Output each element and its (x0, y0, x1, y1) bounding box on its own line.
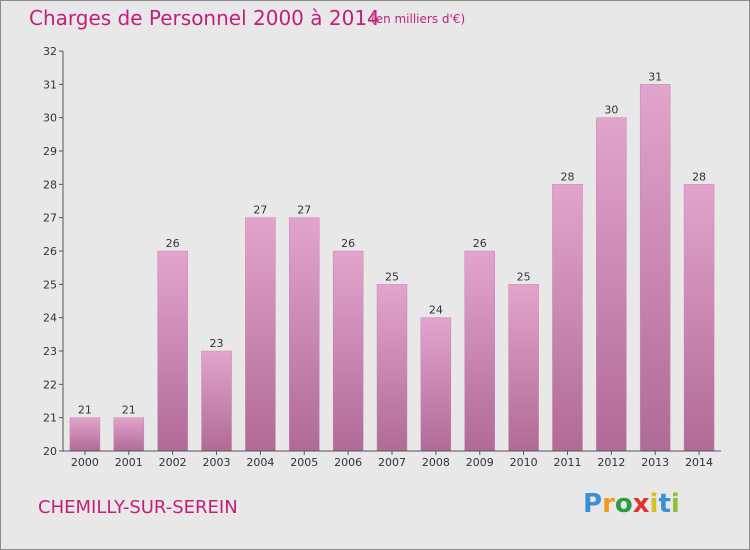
data-label: 25 (517, 270, 531, 283)
bar-2000 (69, 417, 101, 452)
x-tick-label: 2001 (115, 456, 143, 469)
y-tick-label: 30 (43, 112, 57, 125)
data-label: 24 (429, 304, 443, 317)
y-tick-label: 24 (43, 312, 57, 325)
x-tick-label: 2003 (203, 456, 231, 469)
logo-letter: t (658, 489, 671, 519)
x-tick-label: 2011 (553, 456, 581, 469)
data-label: 27 (253, 204, 267, 217)
bar-2002 (157, 250, 188, 452)
logo-letter: x (632, 489, 650, 519)
bar-2012 (596, 117, 627, 452)
data-label: 28 (560, 170, 574, 183)
x-tick-label: 2012 (597, 456, 625, 469)
y-tick-label: 32 (43, 45, 57, 58)
logo-letter: i (649, 489, 659, 519)
data-label: 31 (648, 70, 662, 83)
x-tick-label: 2010 (510, 456, 538, 469)
x-tick-label: 2004 (246, 456, 274, 469)
data-label: 21 (78, 404, 92, 417)
y-tick-label: 22 (43, 378, 57, 391)
y-tick-label: 28 (43, 178, 57, 191)
y-tick-label: 27 (43, 212, 57, 225)
data-label: 28 (692, 170, 706, 183)
data-label: 27 (297, 204, 311, 217)
x-tick-label: 2002 (159, 456, 187, 469)
x-tick-label: 2014 (685, 456, 713, 469)
data-label: 26 (473, 237, 487, 250)
data-label: 25 (385, 270, 399, 283)
data-label: 30 (604, 104, 618, 117)
x-tick-label: 2007 (378, 456, 406, 469)
bar-2014 (683, 184, 715, 452)
bar-2007 (376, 284, 408, 452)
x-tick-label: 2005 (290, 456, 318, 469)
data-label: 26 (166, 237, 180, 250)
y-tick-label: 25 (43, 278, 57, 291)
data-label: 23 (210, 337, 224, 350)
y-tick-label: 21 (43, 412, 57, 425)
x-tick-label: 2009 (466, 456, 494, 469)
logo-letter: P (583, 489, 603, 519)
bar-2003 (201, 350, 232, 452)
bar-2008 (420, 317, 452, 452)
bar-2004 (245, 217, 276, 452)
data-label: 26 (341, 237, 355, 250)
bar-2010 (508, 284, 539, 452)
y-tick-label: 29 (43, 145, 57, 158)
y-tick-label: 31 (43, 78, 57, 91)
bar-2013 (639, 84, 671, 452)
bar-2009 (464, 250, 495, 452)
x-tick-label: 2008 (422, 456, 450, 469)
proxiti-logo: Proxiti (583, 489, 680, 519)
bar-2011 (552, 184, 583, 452)
x-tick-label: 2006 (334, 456, 362, 469)
commune-name: CHEMILLY-SUR-SEREIN (38, 497, 238, 518)
x-tick-label: 2000 (71, 456, 99, 469)
x-tick-label: 2013 (641, 456, 669, 469)
chart-title: Charges de Personnel 2000 à 2014 (29, 6, 380, 30)
y-tick-label: 20 (43, 445, 57, 458)
logo-letter: i (670, 489, 680, 519)
y-tick-label: 26 (43, 245, 57, 258)
logo-letter: r (602, 489, 615, 519)
data-label: 21 (122, 404, 136, 417)
y-tick-label: 23 (43, 345, 57, 358)
logo-letter: o (614, 489, 633, 519)
bar-2006 (332, 250, 364, 452)
bar-2001 (113, 417, 145, 452)
bar-2005 (289, 217, 320, 452)
chart-subtitle: (en milliers d'€) (371, 12, 466, 26)
